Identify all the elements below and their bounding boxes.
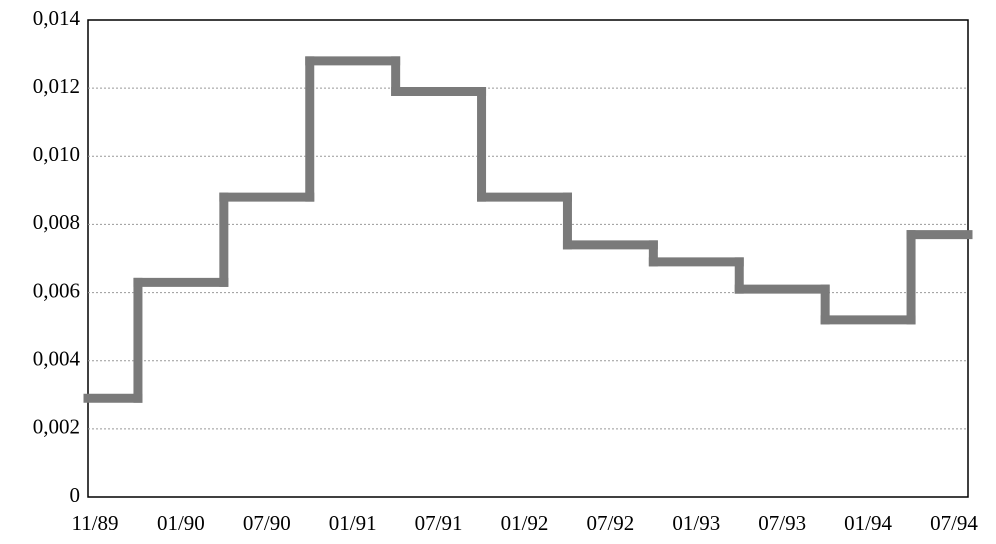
y-tick-label: 0,010 bbox=[33, 142, 80, 166]
plot-frame bbox=[87, 19, 969, 498]
x-tick-label: 01/90 bbox=[157, 511, 205, 535]
y-tick-label: 0,008 bbox=[33, 210, 80, 234]
x-tick-label: 07/94 bbox=[930, 511, 978, 535]
x-tick-label: 11/89 bbox=[71, 511, 118, 535]
x-tick-label: 07/92 bbox=[586, 511, 634, 535]
x-tick-label: 01/91 bbox=[329, 511, 377, 535]
x-tick-label: 07/93 bbox=[758, 511, 806, 535]
y-tick-label: 0 bbox=[70, 483, 81, 507]
y-tick-label: 0,002 bbox=[33, 415, 80, 439]
x-tick-label: 01/93 bbox=[672, 511, 720, 535]
x-tick-label: 01/92 bbox=[501, 511, 549, 535]
x-tick-label: 07/90 bbox=[243, 511, 291, 535]
x-tick-label: 01/94 bbox=[844, 511, 892, 535]
x-tick-label: 07/91 bbox=[415, 511, 463, 535]
y-tick-label: 0,004 bbox=[33, 347, 81, 371]
y-tick-label: 0,006 bbox=[33, 278, 80, 302]
y-tick-label: 0,014 bbox=[33, 6, 81, 30]
y-tick-label: 0,012 bbox=[33, 74, 80, 98]
